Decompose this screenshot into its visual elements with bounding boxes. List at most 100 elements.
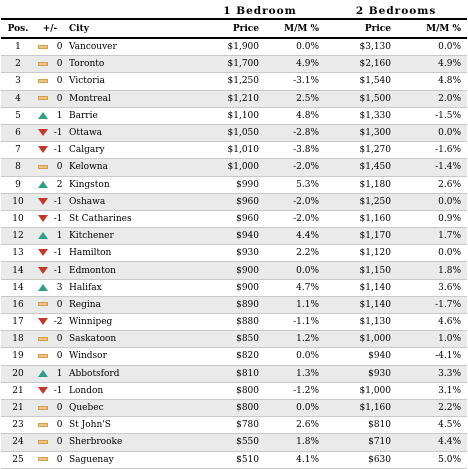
mm-change-1bed: -2.0% <box>265 210 326 229</box>
rank-change-value: 1 <box>56 368 63 379</box>
city-name: Regina <box>65 296 195 315</box>
price-1bed: $880 <box>195 313 265 332</box>
mm-change-2bed: -1.5% <box>397 107 468 125</box>
up-icon <box>37 369 48 377</box>
rank-position: 25 <box>1 451 35 469</box>
price-1bed: $990 <box>195 176 265 194</box>
table-row: 3 0 Victoria $1,250 -3.1% $1,540 4.8% <box>1 72 468 91</box>
city-name: Saskatoon <box>65 330 195 349</box>
column-header-row: Pos. +/- City Price M/M % Price M/M % <box>1 19 468 38</box>
city-name: Vancouver <box>65 38 195 57</box>
city-name: Ottawa <box>65 124 195 143</box>
down-icon <box>37 146 48 154</box>
rank-position: 14 <box>1 279 35 297</box>
rank-change: 0 <box>35 433 65 452</box>
rank-change-value: 0 <box>56 420 63 431</box>
rank-position: 24 <box>1 433 35 452</box>
rank-change: 1 <box>35 107 65 125</box>
mm-change-2bed: 4.5% <box>397 416 468 435</box>
rank-position: 13 <box>1 244 35 263</box>
group-header-two-bedrooms: 2 Bedrooms <box>325 0 468 20</box>
price-1bed: $940 <box>195 227 265 246</box>
table-row: 16 0 Regina $890 1.1% $1,140 -1.7% <box>1 296 468 315</box>
rank-change: 0 <box>35 347 65 366</box>
same-icon <box>37 78 48 83</box>
price-2bed: $1,270 <box>325 141 398 160</box>
mm-change-1bed: 0.0% <box>265 261 326 280</box>
same-icon <box>37 405 48 410</box>
rank-position: 6 <box>1 124 35 143</box>
price-1bed: $960 <box>195 193 265 211</box>
city-name: Kingston <box>65 176 195 194</box>
price-2bed: $1,300 <box>325 124 398 143</box>
mm-change-1bed: -2.0% <box>265 158 326 177</box>
mm-change-2bed: 3.6% <box>397 279 468 297</box>
price-2bed: $1,250 <box>325 193 398 211</box>
table-row: 23 0 St John'S $780 2.6% $810 4.5% <box>1 416 468 435</box>
table-body: 1 0 Vancouver $1,900 0.0% $3,130 0.0% 2 0 Toronto… <box>1 38 468 469</box>
table-row: 8 0 Kelowna $1,000 -2.0% $1,450 -1.4% <box>1 158 468 177</box>
same-icon <box>37 61 48 66</box>
city-name: Hamilton <box>65 244 195 263</box>
rank-change-value: -1 <box>53 265 63 276</box>
table-row: 6 -1 Ottawa $1,050 -2.8% $1,300 0.0% <box>1 124 468 143</box>
group-header-row: 1 Bedroom 2 Bedrooms <box>1 0 468 20</box>
table-row: 10 -1 Oshawa $960 -2.0% $1,250 0.0% <box>1 193 468 211</box>
price-2bed: $1,140 <box>325 296 398 315</box>
mm-change-2bed: 2.0% <box>397 90 468 108</box>
table-row: 4 0 Montreal $1,210 2.5% $1,500 2.0% <box>1 90 468 108</box>
rank-change-value: 0 <box>56 59 63 70</box>
table-row: 19 0 Windsor $820 0.0% $940 -4.1% <box>1 347 468 366</box>
city-name: Windsor <box>65 347 195 366</box>
city-name: Winnipeg <box>65 313 195 332</box>
price-2bed: $1,150 <box>325 261 398 280</box>
city-name: St John'S <box>65 416 195 435</box>
price-1bed: $800 <box>195 382 265 400</box>
price-1bed: $1,250 <box>195 72 265 91</box>
mm-change-2bed: 4.9% <box>397 55 468 74</box>
price-2bed: $1,000 <box>325 382 398 400</box>
mm-change-1bed: 1.1% <box>265 296 326 315</box>
price-1bed: $1,900 <box>195 38 265 57</box>
city-name: London <box>65 382 195 400</box>
mm-change-2bed: 5.0% <box>397 451 468 469</box>
table-row: 20 1 Abbotsford $810 1.3% $930 3.3% <box>1 365 468 383</box>
rank-position: 20 <box>1 365 35 383</box>
col-header-city: City <box>69 23 89 34</box>
table-row: 24 0 Sherbrooke $550 1.8% $710 4.4% <box>1 433 468 452</box>
rank-position: 9 <box>1 176 35 194</box>
rank-change-value: 0 <box>56 162 63 173</box>
mm-change-2bed: 2.6% <box>397 176 468 194</box>
rank-position: 19 <box>1 347 35 366</box>
mm-change-2bed: 4.4% <box>397 433 468 452</box>
down-icon <box>37 197 48 205</box>
table-row: 21 0 Quebec $800 0.0% $1,160 2.2% <box>1 399 468 418</box>
rank-change: 0 <box>35 90 65 108</box>
table-row: 14 -1 Edmonton $900 0.0% $1,150 1.8% <box>1 261 468 280</box>
rank-position: 21 <box>1 399 35 418</box>
mm-change-1bed: 5.3% <box>265 176 326 194</box>
down-icon <box>37 386 48 394</box>
same-icon <box>37 439 48 444</box>
rank-position: 10 <box>1 193 35 211</box>
rank-change: 0 <box>35 451 65 469</box>
price-1bed: $930 <box>195 244 265 263</box>
down-icon <box>37 318 48 326</box>
table-row: 9 2 Kingston $990 5.3% $1,180 2.6% <box>1 176 468 194</box>
mm-change-1bed: 4.9% <box>265 55 326 74</box>
price-2bed: $1,160 <box>325 399 398 418</box>
rank-change: 0 <box>35 296 65 315</box>
mm-change-1bed: -1.2% <box>265 382 326 400</box>
mm-change-2bed: 1.0% <box>397 330 468 349</box>
mm-change-2bed: 0.0% <box>397 38 468 57</box>
rank-change: 1 <box>35 227 65 246</box>
mm-change-2bed: 3.3% <box>397 365 468 383</box>
rank-change: 0 <box>35 416 65 435</box>
rank-position: 7 <box>1 141 35 160</box>
mm-change-2bed: 1.7% <box>397 227 468 246</box>
rank-change-value: 0 <box>56 76 63 87</box>
price-2bed: $930 <box>325 365 398 383</box>
price-2bed: $810 <box>325 416 398 435</box>
mm-change-2bed: 0.0% <box>397 193 468 211</box>
